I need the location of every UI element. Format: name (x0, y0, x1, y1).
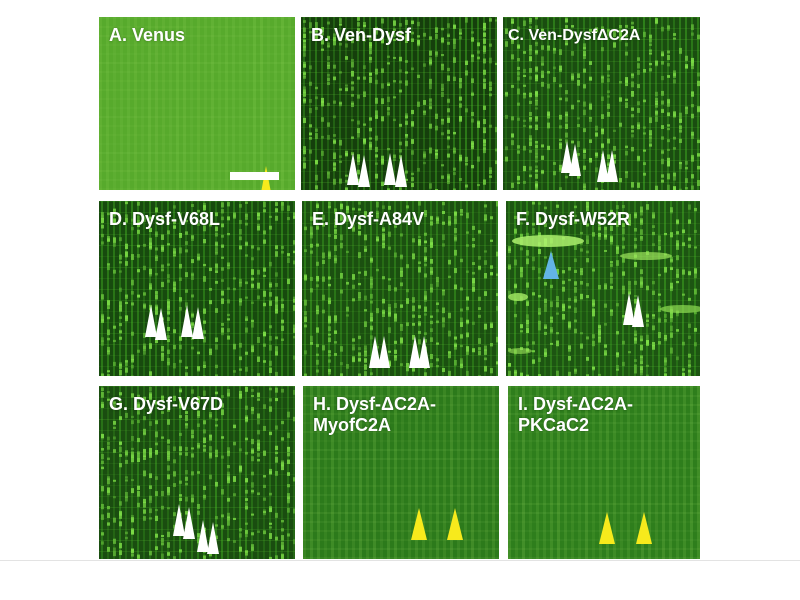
arrowhead-white (181, 305, 193, 337)
bottom-divider (0, 560, 800, 561)
arrowhead-yellow (411, 508, 427, 540)
panel-c-ven-dysf-delta-c2a: C. Ven-DysfΔC2A (503, 17, 700, 190)
panel-g-label: G. Dysf-V67D (109, 394, 224, 414)
arrowhead-white (395, 155, 407, 187)
panel-d-micrograph (99, 201, 295, 376)
arrowhead-white (192, 307, 204, 339)
panel-f-micrograph (506, 201, 700, 376)
arrowhead-white (145, 305, 157, 337)
panel-i-label: I. Dysf-ΔC2A- PKCaC2 (518, 394, 633, 435)
panel-a-label: A. Venus (109, 25, 186, 45)
panel-a-micrograph (99, 17, 295, 190)
arrowhead-blue (543, 251, 559, 279)
panel-b-label: B. Ven-Dysf (311, 25, 412, 45)
arrowhead-white (418, 336, 430, 368)
panel-h-micrograph (303, 386, 499, 559)
arrowhead-white (378, 336, 390, 368)
arrowhead-white (347, 153, 359, 185)
panel-f-label: F. Dysf-W52R (516, 209, 631, 229)
arrowhead-white (358, 155, 370, 187)
arrowhead-white (155, 308, 167, 340)
arrowhead-white (384, 153, 396, 185)
arrowhead-white (569, 144, 581, 176)
arrowhead-white (207, 522, 219, 554)
panel-c-micrograph (503, 17, 700, 190)
panel-e-dysf-a84v: E. Dysf-A84V (302, 201, 498, 376)
arrowhead-yellow (636, 512, 652, 544)
panel-a-venus: A. Venus (99, 17, 295, 190)
arrowhead-white (183, 507, 195, 539)
arrowhead-white (173, 504, 185, 536)
panel-b-ven-dysf: B. Ven-Dysf (301, 17, 497, 190)
arrowhead-yellow (447, 508, 463, 540)
arrowhead-white (632, 295, 644, 327)
panel-d-dysf-v68l: D. Dysf-V68L (99, 201, 295, 376)
arrowhead-white (606, 150, 618, 182)
arrowhead-yellow (599, 512, 615, 544)
panel-f-dysf-w52r: F. Dysf-W52R (506, 201, 700, 376)
panel-g-dysf-v67d: G. Dysf-V67D (99, 386, 295, 559)
panel-e-micrograph (302, 201, 498, 376)
panel-h-label: H. Dysf-ΔC2A- MyofC2A (313, 394, 436, 435)
panel-i-dysf-delta-c2a-pkcac2: I. Dysf-ΔC2A- PKCaC2 (508, 386, 700, 559)
panel-d-label: D. Dysf-V68L (109, 209, 221, 229)
panel-h-dysf-delta-c2a-myofc2a: H. Dysf-ΔC2A- MyofC2A (303, 386, 499, 559)
arrowhead-white (197, 520, 209, 552)
panel-c-label: C. Ven-DysfΔC2A (508, 27, 641, 44)
panel-e-label: E. Dysf-A84V (312, 209, 425, 229)
scale-bar (230, 172, 279, 180)
